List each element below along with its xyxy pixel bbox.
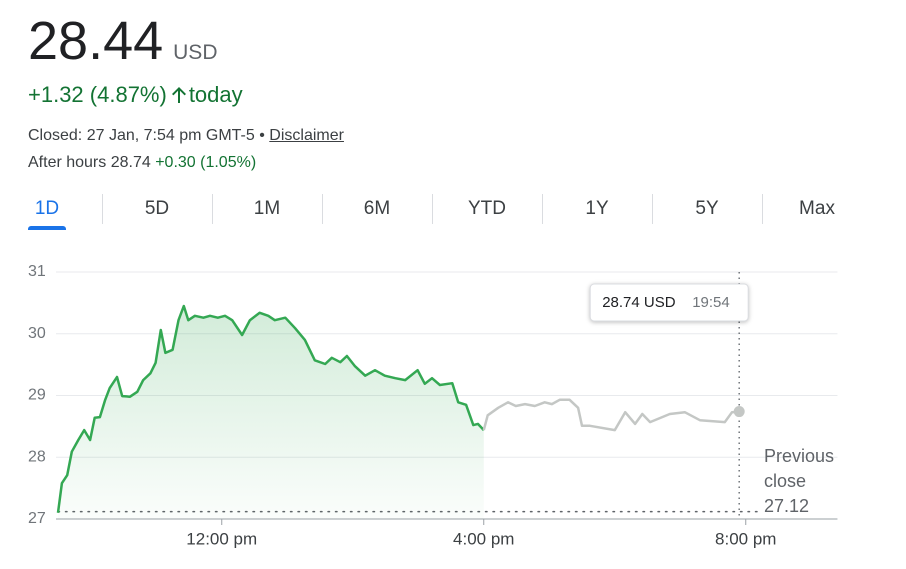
tooltip: 28.74 USD 19:54 [589, 283, 749, 322]
previous-close-value: 27.12 [764, 496, 810, 516]
tab-label[interactable]: Max [799, 198, 835, 219]
tooltip-box [589, 283, 749, 322]
after-hours-row: After hours 28.74 +0.30 (1.05%) [28, 153, 256, 173]
range-tab[interactable]: 1M [212, 194, 322, 224]
tab-label[interactable]: 5Y [695, 198, 719, 219]
tooltip-value: 28.74 USD [602, 294, 676, 311]
x-tick-label: 4:00 pm [453, 529, 514, 548]
tab-label[interactable]: 1D [34, 198, 60, 219]
y-tick-label: 27 [28, 510, 46, 527]
price-value: 28.44 [28, 11, 164, 71]
tab-label[interactable]: 1Y [585, 198, 609, 219]
up-arrow [171, 87, 186, 103]
x-tick-label: 8:00 pm [715, 529, 776, 548]
after-hours: After hours 28.74 [28, 154, 151, 171]
change-suffix: today [188, 82, 243, 107]
hover-dot [733, 406, 745, 418]
tab-label[interactable]: YTD [468, 198, 506, 219]
range-tab[interactable]: Max [762, 194, 872, 224]
range-tab[interactable]: 5D [102, 194, 212, 224]
range-tab[interactable]: 1D [0, 196, 102, 222]
y-tick-label: 30 [28, 325, 46, 342]
change: +1.32 (4.87%) [28, 82, 167, 107]
price-line [482, 398, 740, 432]
tooltip-time: 19:54 [692, 294, 730, 311]
tab-label[interactable]: 5D [144, 198, 170, 219]
change-row: +1.32 (4.87%) today [28, 80, 243, 110]
tab-label[interactable]: 1M [253, 198, 281, 219]
previous-close: Previous close 27.12 [764, 444, 844, 519]
currency: USD [173, 41, 218, 64]
tab-label[interactable]: 6M [363, 198, 391, 219]
y-tick-label: 29 [28, 387, 46, 404]
range-tab[interactable]: 1Y [542, 194, 652, 224]
area-fill [58, 306, 484, 519]
separator: • [259, 127, 265, 144]
price-line [56, 304, 485, 513]
range-tab[interactable]: 6M [322, 194, 432, 224]
y-tick-label: 31 [28, 263, 46, 280]
status-row: Closed: 27 Jan, 7:54 pm GMT-5 • Disclaim… [28, 126, 344, 146]
x-tick-label: 12:00 pm [186, 529, 257, 548]
range-tab[interactable]: YTD [432, 194, 542, 224]
disclaimer-link[interactable]: Disclaimer [269, 127, 344, 144]
after-hours-change: +0.30 (1.05%) [155, 154, 257, 171]
price: 28.44 USD [28, 8, 217, 86]
y-tick-label: 28 [28, 448, 46, 465]
range-tab[interactable]: 5Y [652, 194, 762, 224]
status: Closed: 27 Jan, 7:54 pm GMT-5 [28, 127, 255, 144]
previous-close-label: Previous close [764, 446, 835, 491]
